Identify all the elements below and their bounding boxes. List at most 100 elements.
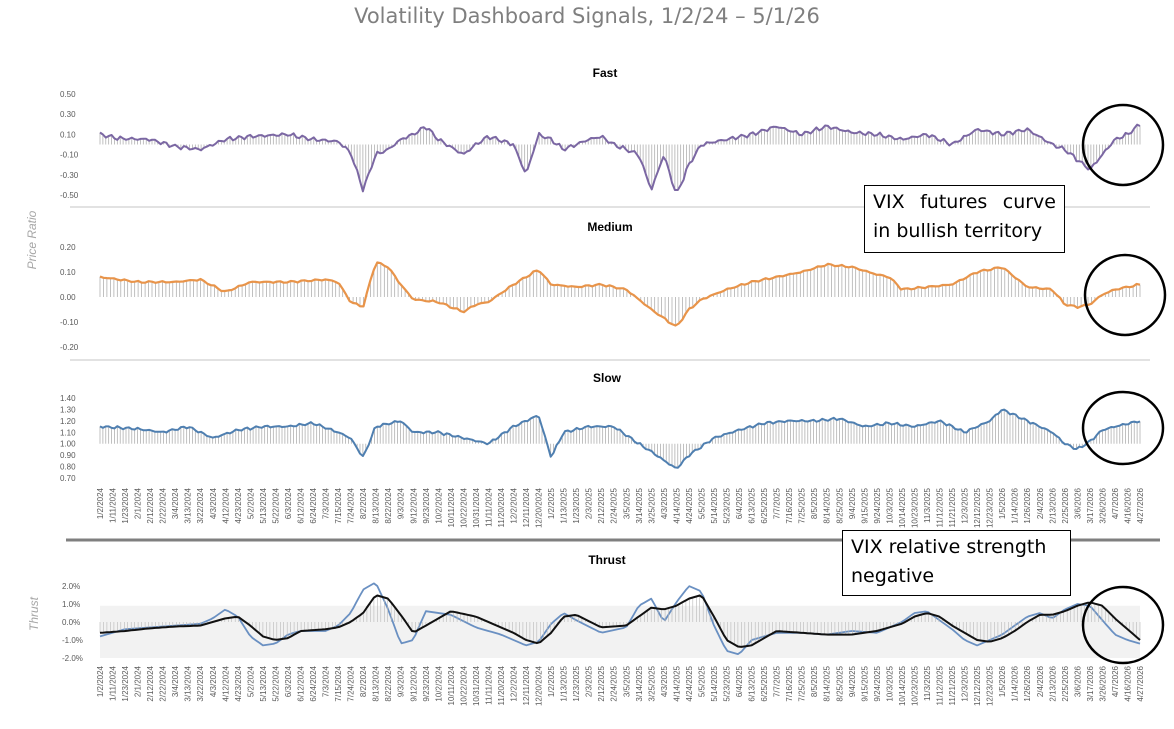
- price-ratio-label: Price Ratio: [25, 210, 39, 269]
- y-tick-label: -0.10: [60, 151, 79, 160]
- date-tick-label: 12/11/2024: [522, 665, 531, 705]
- highlight-circle: [1081, 585, 1165, 665]
- date-tick-label: 10/31/2024: [472, 487, 481, 528]
- date-tick-label: 12/3/2025: [961, 487, 970, 523]
- date-tick-label: 4/7/2026: [1111, 487, 1120, 519]
- date-tick-label: 1/23/2025: [572, 665, 581, 701]
- date-tick-label: 3/25/2025: [647, 665, 656, 701]
- y-tick-label: 0.90: [60, 451, 76, 460]
- vix-curve-annotation-line2: in bullish territory: [873, 220, 1043, 242]
- y-tick-label: 0.0%: [62, 618, 80, 627]
- date-tick-label: 12/23/2025: [986, 487, 995, 528]
- date-tick-label: 7/24/2024: [347, 487, 356, 523]
- date-tick-label: 2/24/2025: [610, 487, 619, 523]
- date-tick-label: 8/13/2024: [372, 665, 381, 701]
- date-tick-label: 8/25/2025: [835, 487, 844, 523]
- date-tick-label: 3/13/2024: [184, 665, 193, 701]
- date-tick-label: 3/26/2026: [1098, 665, 1107, 701]
- date-tick-label: 10/3/2025: [885, 665, 894, 701]
- date-tick-label: 6/13/2025: [748, 487, 757, 523]
- date-tick-label: 12/23/2025: [986, 665, 995, 706]
- series-line: [99, 408, 1141, 469]
- date-tick-label: 11/11/2024: [484, 487, 493, 526]
- date-tick-label: 3/22/2024: [196, 665, 205, 701]
- date-tick-label: 3/22/2024: [196, 487, 205, 523]
- date-tick-label: 12/12/2025: [973, 665, 982, 706]
- date-tick-label: 3/14/2025: [635, 665, 644, 701]
- date-tick-label: 2/12/2024: [146, 487, 155, 523]
- date-tick-label: 10/2/2024: [434, 487, 443, 523]
- date-tick-label: 8/25/2025: [835, 665, 844, 701]
- vix-rs-annotation-line2: negative: [851, 565, 935, 587]
- date-tick-label: 7/15/2024: [334, 487, 343, 523]
- date-tick-label: 4/12/2024: [221, 487, 230, 523]
- date-tick-label: 7/7/2025: [773, 487, 782, 519]
- date-tick-label: 6/3/2024: [284, 487, 293, 519]
- y-tick-label: 1.20: [60, 417, 76, 426]
- y-tick-label: 1.0%: [62, 600, 80, 609]
- thrust-series-line: [99, 582, 1141, 655]
- date-tick-label: 1/13/2025: [560, 487, 569, 523]
- date-tick-label: 3/4/2024: [171, 487, 180, 519]
- date-tick-label: 9/24/2025: [873, 665, 882, 701]
- y-tick-label: 1.40: [60, 394, 76, 403]
- date-tick-label: 10/3/2025: [885, 487, 894, 523]
- date-tick-label: 4/14/2025: [672, 665, 681, 701]
- date-tick-label: 5/13/2024: [259, 487, 268, 523]
- date-tick-label: 6/12/2024: [297, 487, 306, 523]
- date-tick-label: 8/14/2025: [823, 665, 832, 701]
- date-tick-label: 6/12/2024: [297, 665, 306, 701]
- date-tick-label: 5/23/2025: [723, 487, 732, 523]
- medium-panel: Medium 0.20 0.10 0.00 -0.10 -0.20: [60, 220, 1141, 352]
- date-tick-label: 9/24/2025: [873, 487, 882, 523]
- date-tick-label: 11/20/2024: [497, 665, 506, 705]
- date-tick-label: 5/2/2024: [246, 487, 255, 519]
- date-tick-label: 8/14/2025: [823, 487, 832, 523]
- date-tick-label: 1/23/2024: [121, 487, 130, 523]
- date-tick-label: 1/13/2025: [560, 665, 569, 701]
- date-tick-label: 4/27/2026: [1136, 665, 1145, 701]
- date-tick-label: 9/3/2024: [397, 487, 406, 519]
- date-tick-label: 9/23/2024: [422, 665, 431, 701]
- date-tick-label: 11/12/2025: [936, 665, 945, 705]
- date-tick-label: 2/12/2025: [597, 487, 606, 523]
- date-tick-label: 2/12/2024: [146, 665, 155, 701]
- y-tick-label: 0.70: [60, 474, 76, 483]
- date-tick-label: 4/12/2024: [221, 665, 230, 701]
- date-tick-label: 7/24/2024: [347, 665, 356, 701]
- date-tick-label: 3/5/2025: [622, 665, 631, 697]
- slow-panel-title: Slow: [593, 371, 622, 385]
- highlight-circles: [1081, 103, 1167, 665]
- date-tick-label: 9/12/2024: [409, 665, 418, 701]
- y-tick-label: 0.30: [60, 110, 76, 119]
- highlight-circle: [1081, 390, 1165, 466]
- date-tick-label: 3/4/2024: [171, 665, 180, 697]
- date-tick-label: 8/2/2024: [359, 665, 368, 697]
- date-tick-label: 10/23/2025: [911, 487, 920, 528]
- date-tick-label: 10/11/2024: [447, 487, 456, 527]
- date-tick-label: 5/2/2024: [246, 665, 255, 697]
- y-tick-label: 0.50: [60, 90, 76, 99]
- date-tick-label: 8/22/2024: [384, 487, 393, 523]
- y-tick-label: 0.00: [60, 293, 76, 302]
- date-tick-label: 1/14/2026: [1011, 487, 1020, 523]
- date-tick-label: 11/3/2025: [923, 665, 932, 701]
- date-tick-label: 3/25/2025: [647, 487, 656, 523]
- date-tick-label: 2/22/2024: [159, 487, 168, 523]
- date-tick-label: 2/1/2024: [134, 665, 143, 697]
- date-tick-label: 10/22/2024: [459, 487, 468, 528]
- date-tick-label: 6/3/2024: [284, 665, 293, 697]
- date-tick-label: 9/4/2025: [848, 665, 857, 697]
- date-tick-label: 11/11/2024: [484, 665, 493, 704]
- date-tick-label: 7/25/2025: [798, 487, 807, 523]
- y-tick-label: -0.10: [60, 318, 79, 327]
- date-tick-label: 4/3/2024: [209, 665, 218, 697]
- date-tick-label: 3/26/2026: [1098, 487, 1107, 523]
- date-tick-label: 1/26/2026: [1023, 487, 1032, 523]
- date-tick-label: 12/2/2024: [510, 487, 519, 523]
- date-tick-label: 11/21/2025: [948, 665, 957, 705]
- date-tick-label: 11/12/2025: [936, 487, 945, 527]
- thrust-axis-label: Thrust: [27, 596, 41, 631]
- date-tick-label: 3/6/2026: [1073, 665, 1082, 697]
- date-tick-label: 5/22/2024: [271, 487, 280, 523]
